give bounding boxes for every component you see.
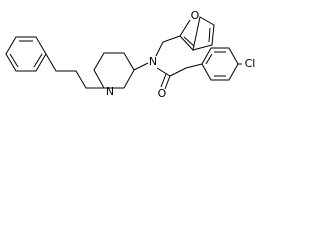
page: N N O O Cl (() => { const data = JSON.pa… [0,0,320,102]
bonds [5,16,242,90]
atom-label: Cl [245,57,256,70]
atom-label: N [149,55,157,68]
molecule: N N O O Cl [5,9,256,100]
atom-label: N [106,85,114,98]
atom-label: O [191,9,200,22]
atom-label: O [158,87,167,100]
